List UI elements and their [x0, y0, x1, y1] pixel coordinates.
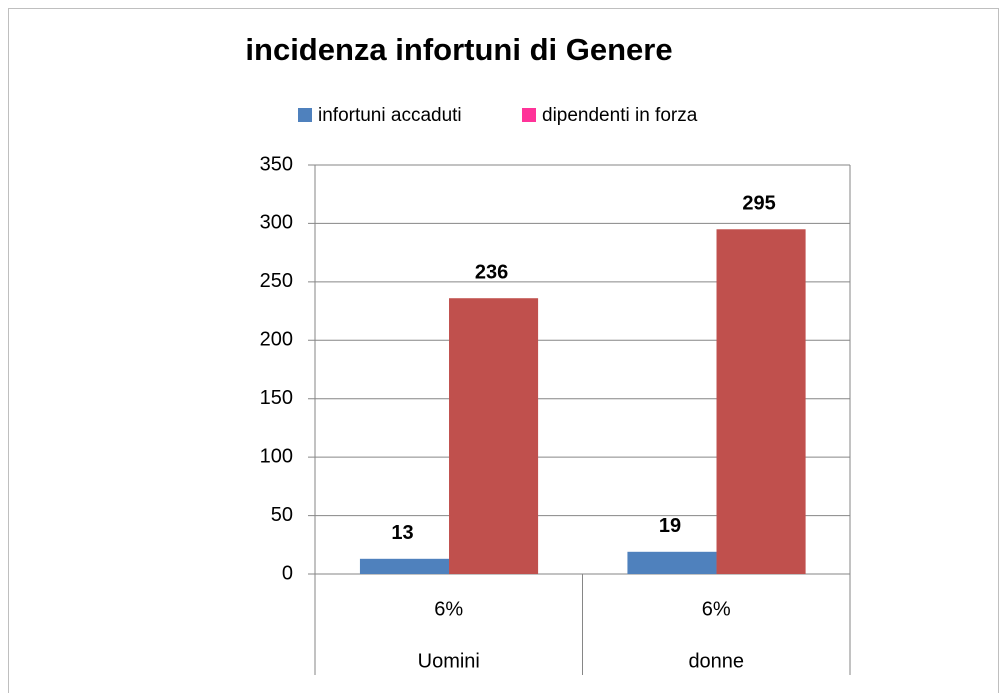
- legend-swatch: [522, 108, 536, 122]
- y-tick-label: 300: [260, 212, 293, 234]
- y-tick-label: 0: [282, 562, 293, 584]
- bar: [449, 298, 539, 574]
- legend-label: dipendenti in forza: [542, 105, 698, 126]
- data-label: 13: [391, 522, 413, 544]
- legend-label: infortuni accaduti: [318, 105, 462, 126]
- y-tick-label: 100: [260, 445, 293, 467]
- data-label: 295: [742, 193, 775, 215]
- y-tick-label: 200: [260, 329, 293, 351]
- bar: [716, 229, 806, 574]
- y-tick-label: 350: [260, 153, 293, 175]
- y-tick-label: 50: [271, 504, 293, 526]
- x-tick-label: Uomini: [418, 650, 480, 672]
- data-label: 19: [659, 515, 681, 537]
- x-tick-label: donne: [688, 650, 744, 672]
- x-sublabel: 6%: [702, 598, 731, 620]
- x-sublabel: 6%: [434, 598, 463, 620]
- y-tick-label: 250: [260, 270, 293, 292]
- y-tick-label: 150: [260, 387, 293, 409]
- data-label: 236: [475, 261, 508, 283]
- chart-title: incidenza infortuni di Genere: [245, 32, 672, 67]
- legend-swatch: [298, 108, 312, 122]
- bar: [359, 558, 450, 574]
- bar: [627, 551, 717, 574]
